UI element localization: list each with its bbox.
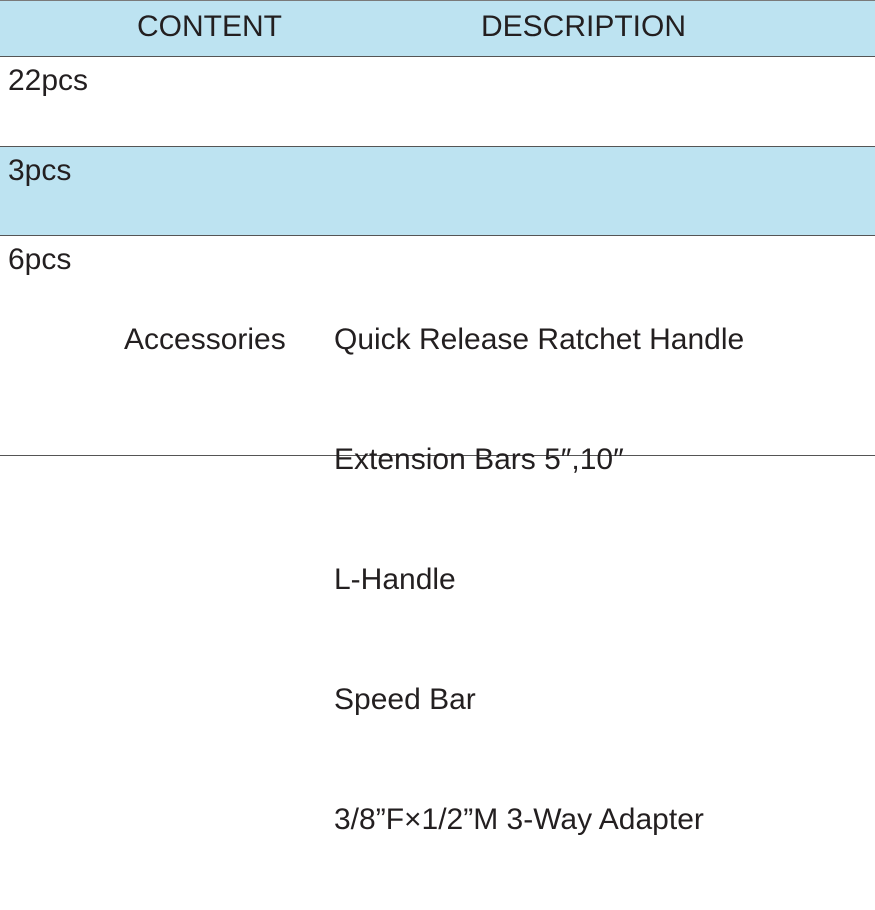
description-line: Quick Release Ratchet Handle xyxy=(334,323,745,356)
description-line: Speed Bar xyxy=(334,683,476,716)
table-row: 22pcs 6pt. Metric Sockets 8,9,10,11,12,1… xyxy=(0,56,875,297)
row-content: Accessories xyxy=(124,240,286,440)
description-line: L-Handle xyxy=(334,563,456,596)
table-row: 6pcs Accessories Quick Release Ratchet H… xyxy=(0,235,875,836)
row-quantity: 6pcs xyxy=(8,243,72,276)
row-quantity: 3pcs xyxy=(8,154,72,187)
table-row: 3pcs 12pt. Metric Sockets 12,14,17mm xyxy=(0,146,875,387)
table-header: CONTENT DESCRIPTION xyxy=(0,0,875,56)
description-line: 3/8”F×1/2”M 3-Way Adapter xyxy=(334,803,704,836)
row-quantity: 22pcs xyxy=(8,64,89,97)
content-line: Accessories xyxy=(124,323,286,356)
description-line: Extension Bars 5″,10″ xyxy=(334,443,624,476)
header-content: CONTENT xyxy=(137,10,282,43)
row-description: Quick Release Ratchet Handle Extension B… xyxy=(334,240,744,910)
header-description: DESCRIPTION xyxy=(481,10,687,43)
contents-table: CONTENT DESCRIPTION 22pcs 6pt. Metric So… xyxy=(0,0,875,836)
